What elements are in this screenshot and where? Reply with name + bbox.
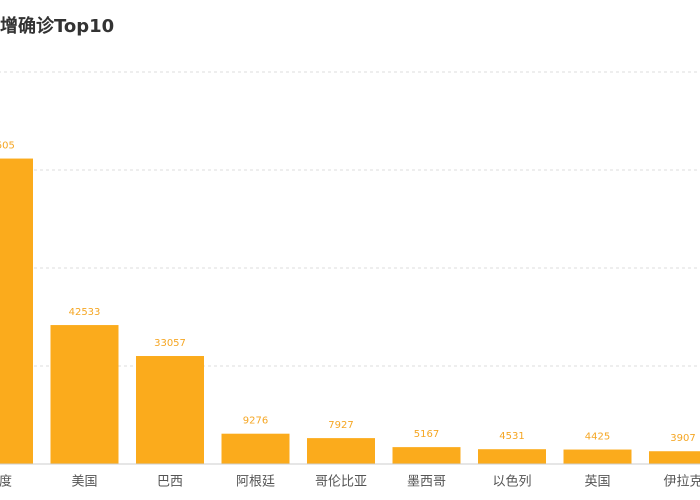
x-tick-label: 以色列 [492,474,531,490]
x-tick-label: 印度 [0,474,12,490]
x-tick-label: 美国 [71,475,97,490]
value-label: 5167 [414,429,439,440]
chart-title: 新增确诊Top10 [0,15,114,37]
value-label: 4531 [499,431,524,442]
bar [50,325,119,464]
value-label: 7927 [328,420,353,431]
x-tick-label: 英国 [584,475,610,490]
value-label: 93505 [0,141,15,152]
bar [563,449,632,464]
bar [0,158,33,464]
x-tick-label: 哥伦比亚 [315,475,367,490]
bar [392,447,461,464]
bar [221,433,290,464]
value-label: 9276 [243,416,268,427]
x-tick-label: 巴西 [157,475,183,490]
x-tick-label: 伊拉克 [663,475,700,490]
value-label: 4425 [585,432,610,443]
value-label: 42533 [69,307,101,318]
bar [478,449,546,464]
x-tick-label: 墨西哥 [407,475,446,490]
x-tick-label: 阿根廷 [236,475,275,490]
value-label: 33057 [154,338,186,349]
bar [649,451,700,464]
bar [136,356,204,464]
bar [307,438,375,464]
value-label: 3907 [670,433,695,444]
